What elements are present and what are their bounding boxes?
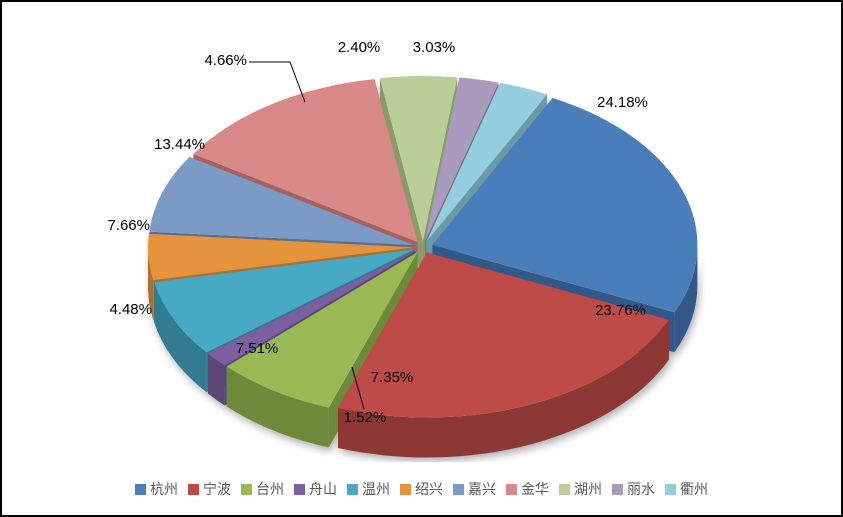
label-杭州: 24.18% bbox=[597, 94, 648, 111]
legend-swatch bbox=[506, 484, 517, 495]
legend-item-金华: 金华 bbox=[506, 479, 549, 499]
legend-item-湖州: 湖州 bbox=[559, 479, 602, 499]
legend-swatch bbox=[400, 484, 411, 495]
legend-swatch bbox=[241, 484, 252, 495]
legend-item-嘉兴: 嘉兴 bbox=[453, 479, 496, 499]
legend-label: 嘉兴 bbox=[468, 481, 496, 497]
legend-label: 舟山 bbox=[309, 481, 337, 497]
legend-label: 台州 bbox=[256, 481, 284, 497]
legend-item-台州: 台州 bbox=[241, 479, 284, 499]
legend-item-绍兴: 绍兴 bbox=[400, 479, 443, 499]
legend-swatch bbox=[612, 484, 623, 495]
legend-label: 金华 bbox=[521, 481, 549, 497]
legend-item-衢州: 衢州 bbox=[665, 479, 708, 499]
legend-swatch bbox=[294, 484, 305, 495]
label-湖州: 4.66% bbox=[204, 52, 247, 69]
legend-item-宁波: 宁波 bbox=[188, 479, 231, 499]
label-金华: 13.44% bbox=[154, 136, 205, 153]
legend-label: 丽水 bbox=[627, 481, 655, 497]
label-舟山: 1.52% bbox=[344, 409, 387, 426]
legend-label: 衢州 bbox=[680, 481, 708, 497]
legend-label: 绍兴 bbox=[415, 481, 443, 497]
label-温州: 7.51% bbox=[236, 340, 279, 357]
label-宁波: 23.76% bbox=[595, 302, 646, 319]
label-丽水: 2.40% bbox=[338, 39, 381, 56]
legend: 杭州 宁波 台州 舟山 温州 绍兴 嘉兴 金华 湖州 丽水 衢州 bbox=[2, 467, 841, 515]
legend-swatch bbox=[559, 484, 570, 495]
legend-swatch bbox=[453, 484, 464, 495]
label-台州: 7.35% bbox=[371, 369, 414, 386]
label-嘉兴: 7.66% bbox=[107, 217, 150, 234]
legend-swatch bbox=[135, 484, 146, 495]
label-衢州: 3.03% bbox=[413, 39, 456, 56]
legend-item-舟山: 舟山 bbox=[294, 479, 337, 499]
legend-swatch bbox=[347, 484, 358, 495]
pie-chart: 24.18% 23.76% 7.35% 1.52% 7.51% 4.48% 7.66% 13.… bbox=[2, 2, 843, 462]
legend-label: 温州 bbox=[362, 481, 390, 497]
legend-swatch bbox=[188, 484, 199, 495]
legend-label: 杭州 bbox=[150, 481, 178, 497]
legend-label: 宁波 bbox=[203, 481, 231, 497]
legend-label: 湖州 bbox=[574, 481, 602, 497]
legend-item-温州: 温州 bbox=[347, 479, 390, 499]
legend-swatch bbox=[665, 484, 676, 495]
label-绍兴: 4.48% bbox=[109, 301, 152, 318]
legend-item-丽水: 丽水 bbox=[612, 479, 655, 499]
legend-item-杭州: 杭州 bbox=[135, 479, 178, 499]
